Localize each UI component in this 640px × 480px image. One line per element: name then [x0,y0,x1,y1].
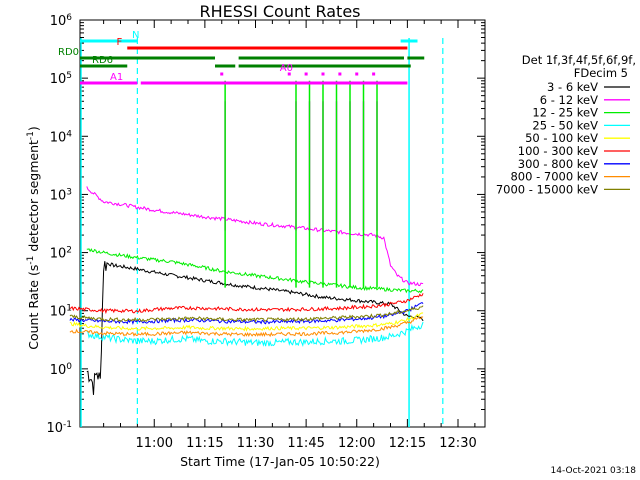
series-line [69,316,424,338]
y-axis-label: Count Rate (s-1 detector segment-1) [26,126,41,350]
legend-header-line-1: Det 1f,3f,4f,5f,6f,9f, [522,53,636,67]
legend-entry-label: 3 - 6 keV [547,80,598,94]
y-tick-label: 103 [50,187,72,203]
status-bar-label: N [132,30,139,41]
series-line [86,186,424,287]
status-bar-dot [372,72,376,76]
y-tick-label: 10-1 [46,420,72,436]
plot-frame [79,19,486,428]
y-tick-label: 105 [50,71,72,87]
x-tick-label: 12:15 [389,436,426,451]
series-line [69,293,424,315]
y-tick-label: 100 [50,362,73,378]
series-line [69,312,424,332]
x-tick-label: 12:00 [338,436,375,451]
y-tick-label: 101 [50,304,72,320]
series-line [86,261,424,395]
chart-title: RHESSI Count Rates [200,2,361,21]
x-tick-label: 11:45 [287,436,324,451]
status-bar-label: RD6 [92,55,113,66]
legend-entry-label: 6 - 12 keV [540,93,598,107]
legend-entry-label: 25 - 50 keV [532,118,598,132]
series-line [86,248,424,294]
status-bar-dot [220,72,224,76]
y-tick-label: 104 [50,129,73,145]
status-bar-dot [287,72,291,76]
series-line [69,302,424,326]
legend-entry-label: 12 - 25 keV [532,106,598,120]
plot-area [69,19,486,428]
legend-entry-label: 7000 - 15000 keV [496,182,598,196]
status-bar-dot [304,72,308,76]
y-tick-label: 106 [50,13,73,29]
x-tick-label: 12:30 [439,436,476,451]
x-tick-label: 11:30 [237,436,274,451]
status-bar-label: A1 [110,72,123,83]
series-line [86,321,424,347]
y-tick-label: 102 [50,246,72,262]
x-tick-label: 11:15 [186,436,223,451]
timestamp-label: 14-Oct-2021 03:18 [551,466,637,476]
legend-header-line-2: FDecim 5 [574,66,628,80]
legend-entry-label: 800 - 7000 keV [510,170,598,184]
status-bar-dot [338,72,342,76]
status-bar-dot [321,72,325,76]
legend-entry-label: 100 - 300 keV [518,144,598,158]
x-axis-label: Start Time (17-Jan-05 10:50:22) [180,454,380,469]
series-line [69,305,424,323]
x-tick-label: 11:00 [136,436,173,451]
legend: Det 1f,3f,4f,5f,6f,9f, FDecim 5 3 - 6 ke… [496,53,636,196]
status-bar-label: F [116,37,122,48]
status-bar-label: RD0 [58,47,79,58]
legend-entry-label: 300 - 800 keV [518,157,598,171]
status-bar-dot [355,72,359,76]
status-bar-label: A0 [280,63,293,74]
legend-entry-label: 50 - 100 keV [525,131,598,145]
